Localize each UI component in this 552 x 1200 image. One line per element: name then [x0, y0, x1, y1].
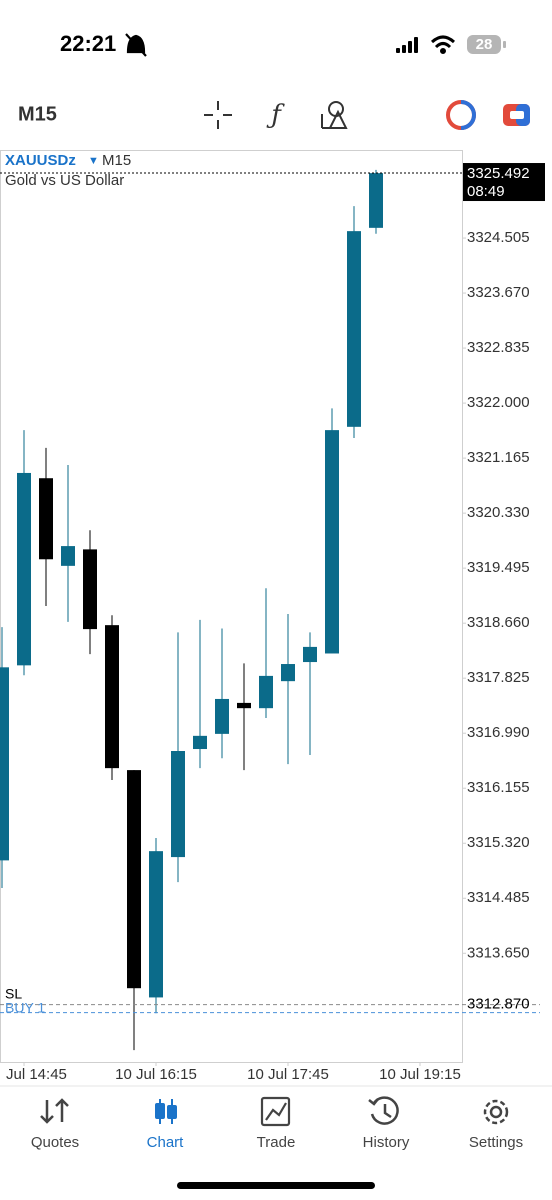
chart: XAUUSDz ▼ M15 Gold vs US Dollar 3324.505… [0, 150, 545, 1083]
y-tick-label: 3319.495 [467, 559, 530, 576]
level-name: SL [5, 985, 22, 1001]
y-tick-label: 3320.330 [467, 504, 530, 521]
y-tick-label: 3323.670 [467, 284, 530, 301]
crosshair-button[interactable] [204, 101, 232, 129]
symbol[interactable]: XAUUSDz [5, 152, 76, 169]
x-tick-label: 10 Jul 16:15 [115, 1066, 197, 1083]
battery [467, 35, 501, 54]
level-name: BUY 1 [5, 999, 45, 1015]
battery-tip [503, 41, 506, 48]
symbol-dropdown[interactable]: ▼ [88, 155, 99, 167]
bar-countdown: 08:49 [467, 183, 505, 200]
candle-body [61, 546, 75, 566]
objects-button[interactable] [321, 101, 348, 129]
candle-body [39, 478, 53, 560]
trade-icon [260, 1096, 291, 1127]
current-price-box [463, 163, 545, 202]
status-time: 22:21 [60, 31, 116, 56]
quotes-icon [40, 1098, 69, 1124]
mute-icon [125, 33, 147, 57]
battery-level: 28 [476, 36, 493, 53]
home-indicator [177, 1182, 375, 1189]
chart-timeframe: M15 [102, 152, 131, 169]
level-price: 3312.870 [467, 996, 530, 1013]
tab-label[interactable]: Quotes [31, 1134, 79, 1151]
chart-icon [155, 1099, 177, 1124]
tab-label[interactable]: Trade [257, 1134, 296, 1151]
candle-body [303, 646, 317, 663]
chart-frame [0, 150, 463, 1063]
candle-body [347, 231, 361, 427]
wifi-icon [430, 35, 456, 54]
y-tick-label: 3322.835 [467, 339, 530, 356]
x-tick-label: Jul 14:45 [6, 1066, 67, 1083]
candle-body [215, 698, 229, 734]
candle-body [0, 667, 9, 861]
symbol-description: Gold vs US Dollar [5, 172, 124, 189]
y-tick-label: 3314.485 [467, 889, 530, 906]
candle-body [127, 770, 141, 989]
y-tick-label: 3316.990 [467, 724, 530, 741]
candle-body [259, 675, 273, 709]
x-tick-label: 10 Jul 19:15 [379, 1066, 461, 1083]
y-tick-label: 3322.000 [467, 394, 530, 411]
tab-label[interactable]: Settings [469, 1134, 523, 1151]
candle-body [149, 851, 163, 998]
candle-body [281, 664, 295, 682]
timeframe-button[interactable]: M15 [18, 103, 57, 125]
candle-body [237, 702, 251, 709]
y-tick-label: 3313.650 [467, 944, 530, 961]
candle-body [83, 549, 97, 630]
one-click-toggle[interactable] [503, 104, 530, 126]
y-tick-label: 3321.165 [467, 449, 530, 466]
tab-label[interactable]: History [363, 1134, 410, 1151]
y-tick-label: 3316.155 [467, 779, 530, 796]
candle-body [325, 430, 339, 654]
y-tick-label: 3324.505 [467, 229, 530, 246]
settings-icon [483, 1099, 509, 1125]
candle-body [17, 472, 31, 666]
indicators-button[interactable]: ƒ [266, 100, 285, 130]
tab-label[interactable]: Chart [147, 1134, 185, 1151]
candle-body [369, 173, 383, 228]
candle-body [171, 751, 185, 858]
x-tick-label: 10 Jul 17:45 [247, 1066, 329, 1083]
trade-toggle[interactable] [446, 100, 476, 130]
history-icon [368, 1096, 399, 1125]
candle-body [105, 625, 119, 769]
current-price-label: 3325.492 [467, 165, 530, 182]
y-tick-label: 3317.825 [467, 669, 530, 686]
y-tick-label: 3315.320 [467, 834, 530, 851]
signal-icon [396, 37, 418, 53]
candle-body [193, 735, 207, 750]
y-tick-label: 3318.660 [467, 614, 530, 631]
